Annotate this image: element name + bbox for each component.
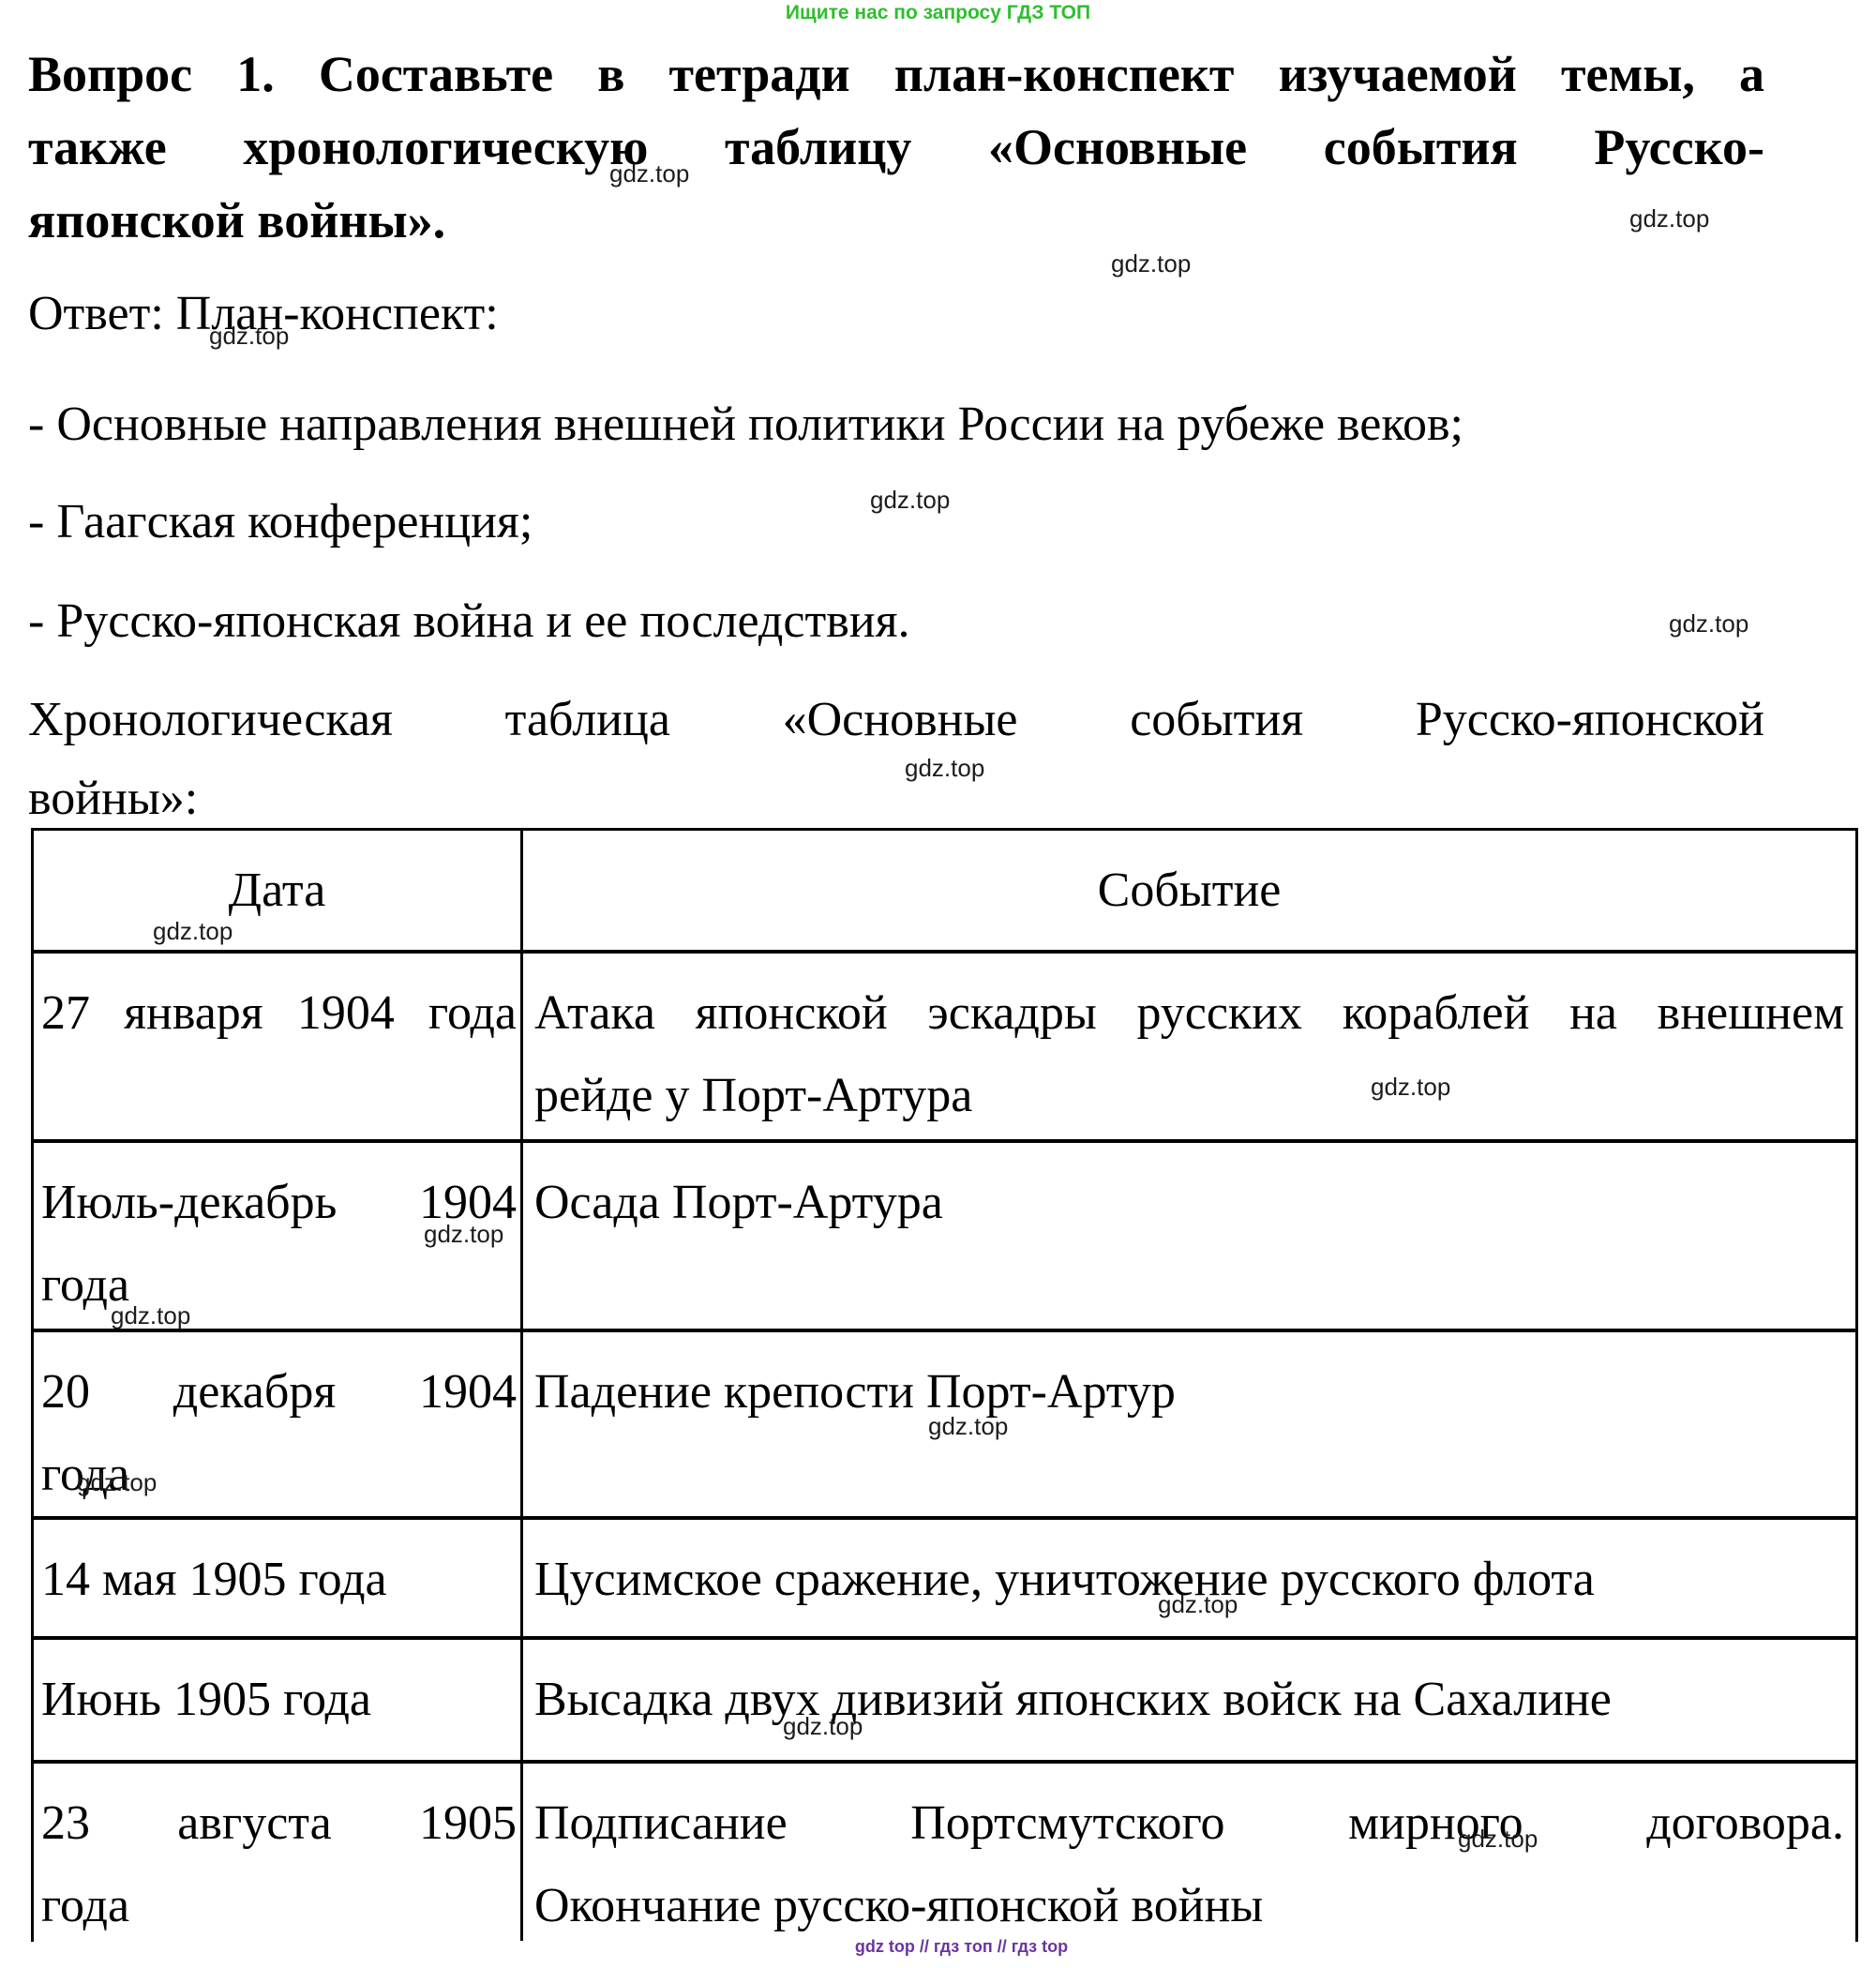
gdz-watermark: gdz.top	[1371, 1073, 1451, 1101]
row6-event-line1: Подписание Портсмутского мирного договор…	[534, 1796, 1844, 1850]
table-row: Июнь 1905 года Высадка двух дивизий япон…	[34, 1640, 1855, 1764]
row6-event-line2: Окончание русско-японской войны	[534, 1879, 1264, 1932]
gdz-watermark: gdz.top	[1629, 204, 1710, 233]
table-title: Хронологическая таблица «Основные событи…	[28, 681, 1764, 838]
row3-date-line2: года	[41, 1448, 130, 1501]
table-row: 23 августа 1905 года Подписание Портсмут…	[34, 1764, 1855, 1941]
plan-bullet-2: - Гаагская конференция;	[28, 495, 533, 548]
top-banner-text: Ищите нас по запросу ГДЗ ТОП	[785, 2, 1091, 23]
row5-event: Высадка двух дивизий японских войск на С…	[534, 1673, 1612, 1726]
question-heading: Вопрос 1. Составьте в тетради план-консп…	[28, 38, 1764, 257]
table-row: Июль-декабрь 1904 года Осада Порт-Артура	[34, 1143, 1855, 1332]
row3-date-line1: 20 декабря 1904	[41, 1365, 517, 1419]
row2-date-line2: года	[41, 1258, 130, 1312]
bottom-footer-text: gdz top // гдз топ // гдз top	[854, 1937, 1069, 1956]
gdz-watermark: gdz.top	[111, 1301, 191, 1330]
answer-intro: Ответ: План-конспект:	[28, 287, 499, 340]
gdz-watermark: gdz.top	[905, 754, 985, 782]
gdz-watermark: gdz.top	[1111, 249, 1192, 278]
gdz-watermark: gdz.top	[153, 917, 233, 945]
gdz-watermark: gdz.top	[1669, 609, 1749, 638]
question-line-2: также хронологическую таблицу «Основные …	[28, 119, 1764, 175]
plan-bullet-1: - Основные направления внешней политики …	[28, 398, 1463, 451]
row4-date: 14 мая 1905 года	[41, 1553, 387, 1606]
gdz-watermark: gdz.top	[1158, 1590, 1238, 1618]
gdz-watermark: gdz.top	[870, 486, 951, 514]
question-line-3: японской войны».	[28, 192, 446, 248]
row2-event: Осада Порт-Артура	[534, 1176, 943, 1229]
row6-date-line1: 23 августа 1905	[41, 1796, 517, 1850]
row2-date-line1: Июль-декабрь 1904	[41, 1176, 517, 1229]
row1-event-line2: рейде у Порт-Артура	[534, 1069, 973, 1122]
row4-event: Цусимское сражение, уничтожение русского…	[534, 1553, 1595, 1606]
table-title-line-1: Хронологическая таблица «Основные событи…	[28, 693, 1764, 746]
row6-date-line2: года	[41, 1879, 130, 1932]
gdz-watermark: gdz.top	[209, 322, 290, 350]
row1-date: 27 января 1904 года	[41, 986, 517, 1040]
gdz-watermark: gdz.top	[424, 1220, 504, 1248]
question-line-1: Вопрос 1. Составьте в тетради план-консп…	[28, 46, 1764, 102]
header-event: Событие	[1097, 863, 1282, 917]
row5-date: Июнь 1905 года	[41, 1673, 372, 1726]
row3-event: Падение крепости Порт-Артур	[534, 1365, 1176, 1419]
chronology-table: Дата Событие 27 января 1904 года Атака я…	[31, 828, 1858, 1942]
table-header-row: Дата Событие	[34, 831, 1855, 954]
row1-event-line1: Атака японской эскадры русских кораблей …	[534, 986, 1844, 1040]
table-row: 27 января 1904 года Атака японской эскад…	[34, 954, 1855, 1143]
table-title-line-2: войны»:	[28, 772, 199, 825]
plan-bullet-3: - Русско-японская война и ее последствия…	[28, 594, 910, 648]
gdz-watermark: gdz.top	[609, 159, 690, 188]
gdz-watermark: gdz.top	[1458, 1825, 1538, 1853]
gdz-watermark: gdz.top	[783, 1712, 863, 1740]
table-row: 20 декабря 1904 года Падение крепости По…	[34, 1332, 1855, 1520]
gdz-watermark: gdz.top	[77, 1468, 158, 1496]
gdz-watermark: gdz.top	[928, 1412, 1009, 1440]
table-row: 14 мая 1905 года Цусимское сражение, уни…	[34, 1520, 1855, 1640]
header-date: Дата	[34, 831, 523, 950]
